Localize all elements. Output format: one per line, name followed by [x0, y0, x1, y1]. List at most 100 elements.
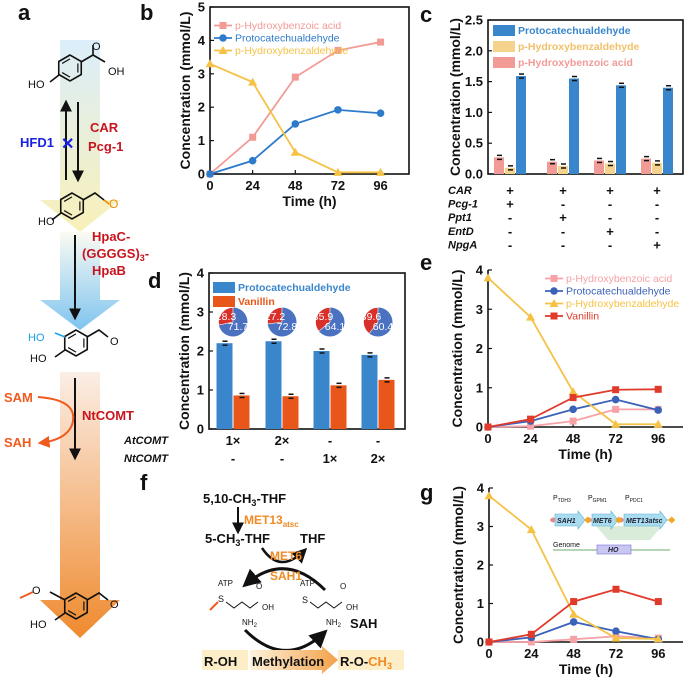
x-tick-label: 24 — [245, 178, 260, 193]
terminator-diamond — [584, 516, 592, 524]
chart-b: 0 1 2 3 4 5 Concentration (mmol/L) 0 24 48 72 96 Tim… — [177, 0, 410, 209]
genome-label: Genome — [553, 542, 580, 549]
data-point — [484, 423, 492, 431]
ntcomt-label: NtCOMT — [82, 408, 134, 423]
data-point — [612, 405, 620, 413]
linker-label: (GGGGS)3- — [82, 246, 149, 263]
x-tick-label: 0 — [484, 431, 491, 446]
substituent-bond — [54, 612, 66, 621]
r-och3-box — [338, 650, 404, 670]
y-tick-label: 3 — [197, 305, 204, 320]
pie-label-vanillin: 28.3 — [216, 311, 237, 323]
condition-value: - — [328, 433, 332, 448]
data-point — [527, 630, 535, 638]
bar — [216, 343, 233, 429]
data-point — [484, 491, 494, 500]
legend-label: Protocatechualdehyde — [235, 33, 340, 45]
data-point — [611, 395, 620, 404]
data-point — [611, 633, 621, 642]
double-bond — [61, 58, 71, 64]
legend-label: Vanillin — [566, 311, 599, 323]
y-tick-label: 3 — [477, 519, 484, 534]
data-point — [569, 618, 578, 626]
substituent-bond — [86, 329, 109, 338]
legend-marker — [550, 312, 558, 320]
x-axis-label: Time (h) — [558, 446, 612, 462]
y-tick-label: 1 — [198, 133, 205, 148]
x-axis-label: Time (h) — [282, 193, 336, 209]
panel-label-a: a — [18, 0, 31, 25]
sam-to-sah-arrow — [37, 396, 75, 448]
condition-value: - — [608, 210, 612, 225]
x-tick-label: 48 — [288, 178, 302, 193]
hpab-label: HpaB — [92, 263, 126, 278]
p-gpm1-label: PGPM1 — [588, 495, 607, 504]
substituent-bond — [92, 54, 106, 63]
bar — [265, 341, 282, 429]
sah-chain — [309, 601, 343, 609]
sah-oh-label: OH — [346, 603, 358, 612]
p-tdh3-label: PTDH3 — [553, 495, 571, 504]
condition-value: + — [506, 183, 514, 198]
bar — [663, 87, 673, 174]
condition-gene-label: Pcg-1 — [448, 199, 478, 211]
condition-value: - — [508, 210, 512, 225]
bar — [378, 379, 395, 429]
blocked-x-icon: ✕ — [61, 136, 74, 153]
condition-value: + — [653, 183, 661, 198]
data-point — [569, 417, 577, 425]
met6-arc — [260, 547, 308, 564]
data-point — [334, 106, 342, 114]
bar — [547, 161, 557, 174]
pie-slice-vanillin — [267, 307, 283, 325]
condition-gene-label: Ppt1 — [448, 212, 472, 224]
met6-label: MET6 — [270, 549, 302, 563]
legend-swatch — [213, 282, 235, 293]
data-point — [570, 598, 578, 606]
double-bond — [67, 333, 77, 339]
double-bond — [67, 347, 77, 353]
gradient-arrow-blue — [40, 232, 120, 330]
car-label: CAR — [90, 120, 119, 135]
x-axis-label: Time (h) — [559, 661, 613, 677]
double-bond — [63, 210, 73, 216]
met6-gene-label: MET6 — [593, 518, 612, 525]
aldehyde-o-label-4: O — [110, 599, 119, 611]
sam-oh-label: OH — [262, 603, 274, 612]
plot-frame — [487, 19, 684, 175]
panel-label-e: e — [420, 250, 432, 275]
y-tick-label: 0 — [198, 167, 205, 182]
y-tick-label: 4 — [476, 263, 484, 278]
condition-value: - — [508, 237, 512, 252]
substituent-bond — [49, 74, 60, 83]
x-tick-label: 48 — [566, 431, 580, 446]
condition-value: - — [561, 197, 565, 212]
condition-value: - — [655, 210, 659, 225]
bar — [616, 85, 626, 174]
methyl-transfer-arc — [243, 628, 328, 652]
data-point — [568, 387, 578, 396]
condition-value: 1× — [226, 433, 241, 448]
pie-label-pca: 71.7 — [228, 321, 249, 333]
data-point — [527, 638, 535, 646]
substituent-bond — [54, 349, 66, 358]
condition-gene-label: EntD — [448, 226, 474, 238]
sam-atp-label: ATP — [218, 579, 233, 588]
panel-label-f: f — [140, 470, 148, 495]
sah1-gene-arrow — [554, 510, 586, 530]
bar — [233, 395, 250, 429]
legend-label: p-Hydroxybenzoic acid — [566, 273, 672, 285]
bar — [361, 354, 378, 429]
data-point — [612, 386, 620, 394]
data-point — [291, 120, 300, 128]
condition-gene-label: NpgA — [448, 239, 477, 251]
bar — [569, 78, 579, 174]
legend-marker — [550, 275, 558, 282]
ho-label-2: HO — [38, 216, 55, 228]
methylene-thf-label: 5,10-CH3-THF — [203, 491, 286, 508]
data-point — [653, 634, 663, 643]
y-tick-label: 0 — [197, 422, 204, 437]
substituent-bond — [51, 212, 62, 221]
y-tick-label: 0.0 — [465, 167, 483, 182]
sah1-gene-label: SAH1 — [557, 518, 576, 525]
